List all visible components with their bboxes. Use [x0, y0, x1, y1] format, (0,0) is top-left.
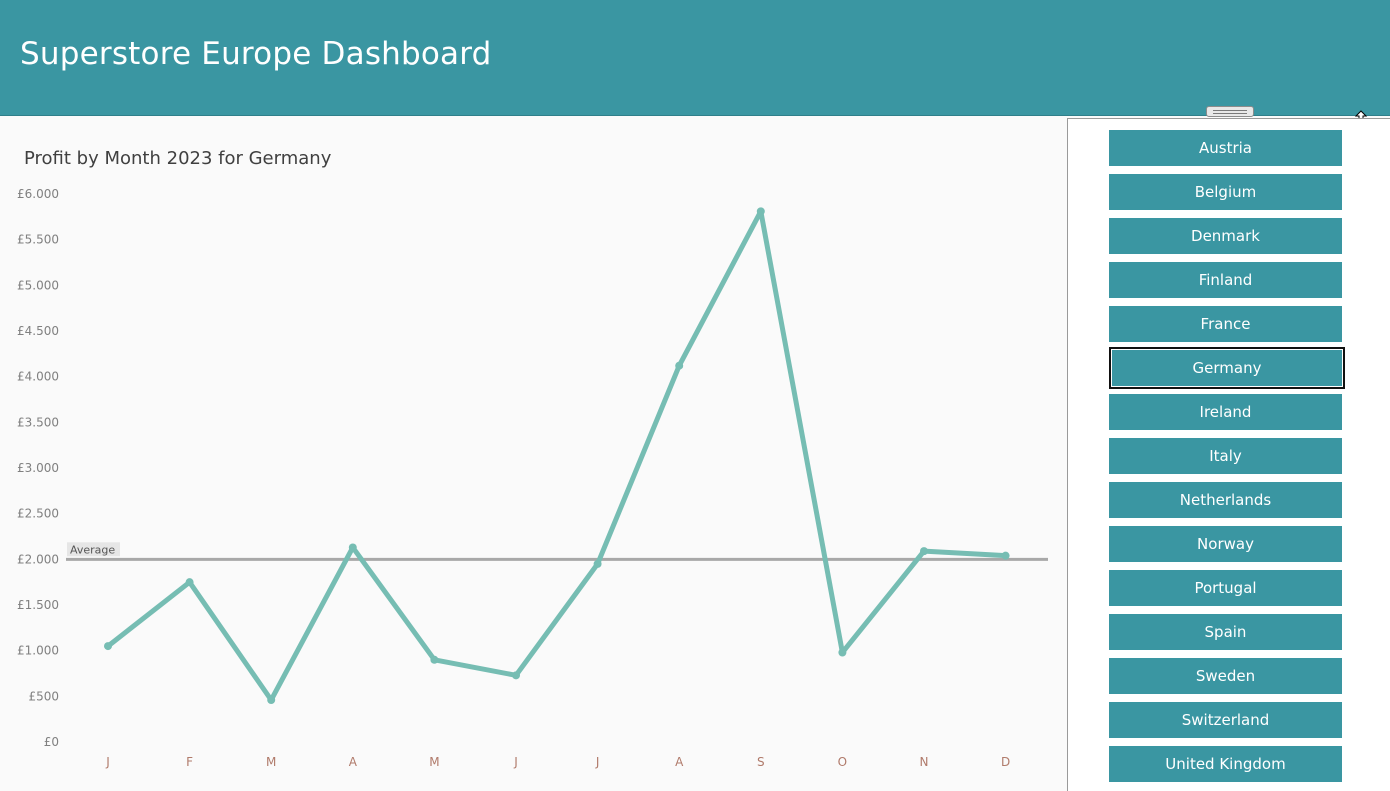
y-tick-label: £2.000	[17, 552, 59, 566]
y-tick-label: £500	[28, 689, 59, 703]
y-tick-label: £4.000	[17, 370, 59, 384]
dashboard-title: Superstore Europe Dashboard	[20, 36, 492, 72]
x-tick-label: A	[349, 755, 358, 769]
x-tick-label: D	[1001, 755, 1010, 769]
profit-data-point[interactable]	[185, 578, 194, 587]
profit-data-point[interactable]	[756, 207, 765, 216]
y-tick-label: £3.000	[17, 461, 59, 475]
country-filter-netherlands[interactable]: Netherlands	[1109, 482, 1342, 518]
y-tick-label: £6.000	[17, 187, 59, 201]
country-filter-austria[interactable]: Austria	[1109, 130, 1342, 166]
country-filter-norway[interactable]: Norway	[1109, 526, 1342, 562]
profit-series-line	[105, 208, 1009, 703]
y-tick-label: £5.500	[17, 233, 59, 247]
profit-line-chart: £0 £500 £1.000 £1.500 £2.000 £2.500 £3.000 £3.5…	[17, 187, 1048, 769]
y-tick-label: £1.000	[17, 644, 59, 658]
profit-data-point[interactable]	[348, 543, 357, 552]
profit-data-point[interactable]	[675, 361, 684, 370]
country-filter-portugal[interactable]: Portugal	[1109, 570, 1342, 606]
profit-data-point[interactable]	[104, 642, 112, 651]
x-tick-label: J	[513, 755, 518, 769]
profit-data-point[interactable]	[838, 648, 847, 657]
x-tick-label: M	[266, 755, 276, 769]
profit-data-point[interactable]	[430, 655, 439, 664]
chart-title: Profit by Month 2023 for Germany	[24, 148, 332, 169]
country-filter-ireland[interactable]: Ireland	[1109, 394, 1342, 430]
country-filter-italy[interactable]: Italy	[1109, 438, 1342, 474]
average-label-background	[67, 542, 120, 557]
country-filter-spain[interactable]: Spain	[1109, 614, 1342, 650]
country-filter-belgium[interactable]: Belgium	[1109, 174, 1342, 210]
profit-data-point[interactable]	[593, 559, 602, 568]
x-tick-label: A	[675, 755, 684, 769]
x-tick-label: O	[838, 755, 847, 769]
x-tick-label: J	[105, 755, 110, 769]
profit-data-point[interactable]	[920, 547, 928, 556]
average-label: Average	[70, 543, 115, 556]
profit-data-point[interactable]	[1001, 551, 1010, 560]
y-tick-label: £2.500	[17, 507, 59, 521]
country-filter-finland[interactable]: Finland	[1109, 262, 1342, 298]
country-filter-switzerland[interactable]: Switzerland	[1109, 702, 1342, 738]
y-tick-label: £4.500	[17, 324, 59, 338]
x-tick-label: F	[186, 755, 193, 769]
profit-data-point[interactable]	[512, 671, 520, 680]
profit-chart-panel: £0 £500 £1.000 £1.500 £2.000 £2.500 £3.000 £3.5…	[0, 116, 1066, 790]
x-tick-label: M	[429, 755, 439, 769]
x-tick-label: S	[757, 755, 765, 769]
y-tick-label: £3.500	[17, 415, 59, 429]
country-filter-denmark[interactable]: Denmark	[1109, 218, 1342, 254]
y-tick-label: £0	[44, 735, 59, 749]
country-filter-sweden[interactable]: Sweden	[1109, 658, 1342, 694]
grip-handle-icon[interactable]	[1206, 106, 1254, 117]
y-tick-label: £5.000	[17, 278, 59, 292]
y-tick-label: £1.500	[17, 598, 59, 612]
dashboard-header: Superstore Europe Dashboard	[0, 0, 1390, 116]
country-filter-united-kingdom[interactable]: United Kingdom	[1109, 746, 1342, 782]
country-filter-france[interactable]: France	[1109, 306, 1342, 342]
country-filter-germany[interactable]: Germany	[1109, 347, 1345, 389]
x-tick-label: J	[595, 755, 600, 769]
country-filter-panel: Austria Belgium Denmark Finland France German…	[1067, 118, 1390, 791]
profit-data-point[interactable]	[267, 695, 276, 704]
x-tick-label: N	[920, 755, 929, 769]
